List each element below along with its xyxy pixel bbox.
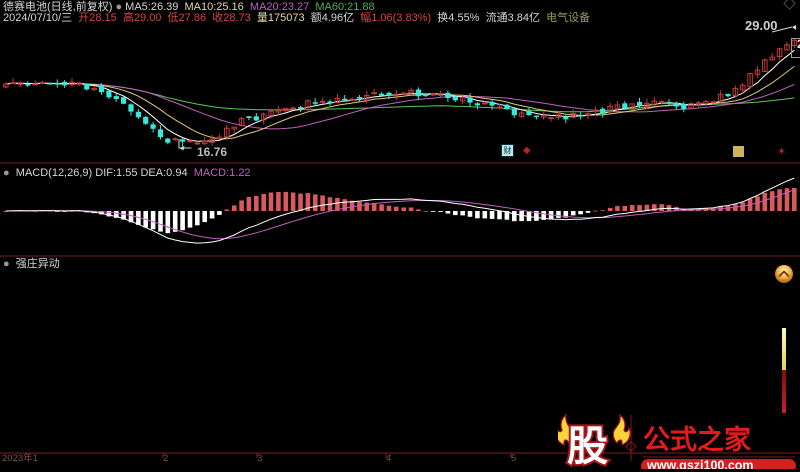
svg-text:www.gszj100.com: www.gszj100.com — [646, 459, 754, 470]
svg-text:公式之家: 公式之家 — [643, 424, 751, 455]
svg-text:股: 股 — [567, 423, 608, 469]
